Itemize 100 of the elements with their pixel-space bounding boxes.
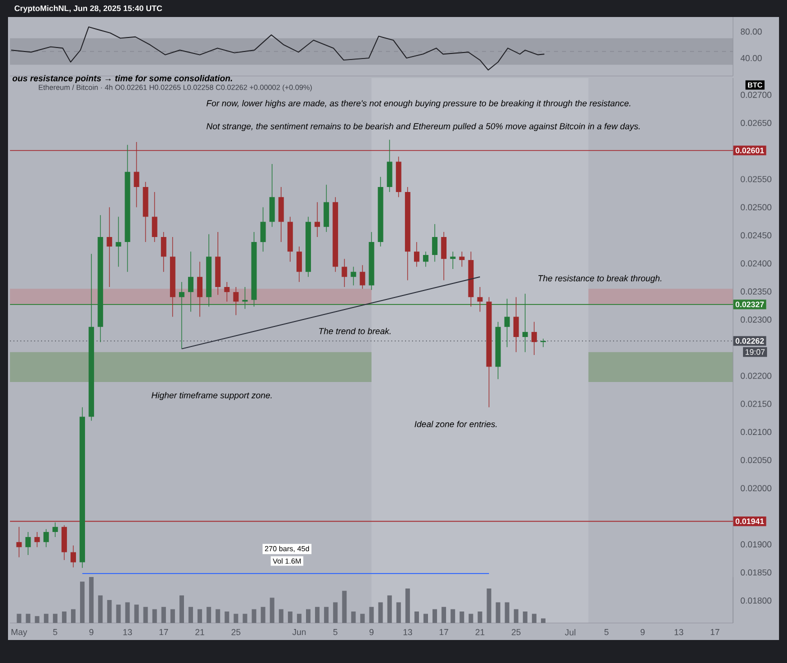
candlestick [43,528,49,548]
bar [34,616,40,623]
bar [98,595,103,623]
bar [224,612,230,623]
y-tick-label: 0.02050 [740,456,772,464]
candlestick [70,545,76,568]
bar [378,602,383,623]
bar [514,609,518,623]
candlestick [360,264,366,290]
bar [52,614,58,623]
x-tick-label: 9 [89,629,94,636]
bar [116,604,121,623]
bar [369,606,374,623]
bar [89,577,94,623]
bar [478,612,482,623]
bar [468,614,474,623]
bar [216,609,220,623]
y-tick-label: 0.02150 [740,400,772,407]
text: 19:07 [746,349,765,355]
y-tick-label: 0.02700 [740,92,772,98]
bar [504,602,510,623]
y-tick-label: 0.01850 [740,569,772,576]
bar [351,612,356,623]
bar [62,612,66,623]
candlestick [34,532,40,548]
y-tick-label: 80.00 [740,28,762,35]
bar [296,614,302,623]
bar [198,609,202,623]
bar [278,609,284,623]
x-tick-label: 25 [232,629,240,636]
bar [80,582,85,623]
y-tick-label: 0.02350 [740,288,772,295]
bar [260,606,266,623]
candlestick [197,261,203,318]
bar [387,595,392,623]
candlestick [160,232,166,272]
bar [460,612,464,623]
candlestick [477,286,483,312]
bar [450,609,456,623]
candlestick [314,202,320,238]
candlestick [233,286,239,316]
x-tick-label: Jul [564,629,576,636]
y-tick-label: 40.00 [740,55,762,62]
bar [179,595,184,623]
y-tick-label: 0.02550 [740,176,772,182]
y-tick-label: 0.02000 [740,485,772,492]
candlestick [52,522,58,538]
bar [522,612,528,623]
bar [161,606,166,623]
candlestick [25,532,31,556]
bar [206,606,212,623]
bar [333,602,338,623]
annotation: ous resistance points → time for some consolidation. [12,74,232,84]
bar [486,588,492,623]
bar [360,614,365,623]
bar [152,609,157,623]
x-tick-label: 21 [195,629,204,636]
bar [170,609,175,623]
bar [26,614,30,623]
bar [242,614,248,623]
bar [342,590,347,623]
y-tick-label: 0.02500 [740,204,772,210]
y-tick-label: 0.02100 [740,428,772,436]
bar [496,602,500,623]
annotation: The trend to break. [319,328,391,334]
annotation: Higher timeframe support zone. [152,392,272,400]
x-tick-label: 13 [404,629,412,636]
ref-line-label: 0.02327 [736,302,764,308]
line-series [10,26,545,70]
bar [270,598,274,623]
bar [125,602,130,623]
bar [234,614,238,623]
bar [44,614,48,623]
y-tick-label: 0.02450 [740,232,772,238]
x-tick-label: 21 [476,629,484,636]
x-tick-label: 5 [53,629,58,636]
x-tick-label: Jun [292,629,306,636]
bar [423,614,428,623]
candlestick [116,216,122,268]
candlestick [531,322,537,356]
bar [396,602,401,623]
bar [405,588,410,623]
y-tick-label: 0.01800 [740,597,772,604]
x-tick-label: 5 [604,629,609,636]
x-tick-label: 17 [710,629,720,636]
candlestick [441,232,447,281]
x-tick-label: 17 [440,629,448,636]
bar [306,609,310,623]
bar [414,612,419,623]
candlestick [513,296,519,353]
bar [324,606,329,623]
bar [71,609,76,623]
bar [432,609,438,623]
y-tick-label: 0.02300 [740,316,772,323]
candlestick [16,526,22,558]
bar [134,604,139,623]
candlestick [450,251,456,270]
x-tick-label: May [12,629,28,637]
x-tick-label: 13 [123,629,132,636]
bar [16,614,22,623]
